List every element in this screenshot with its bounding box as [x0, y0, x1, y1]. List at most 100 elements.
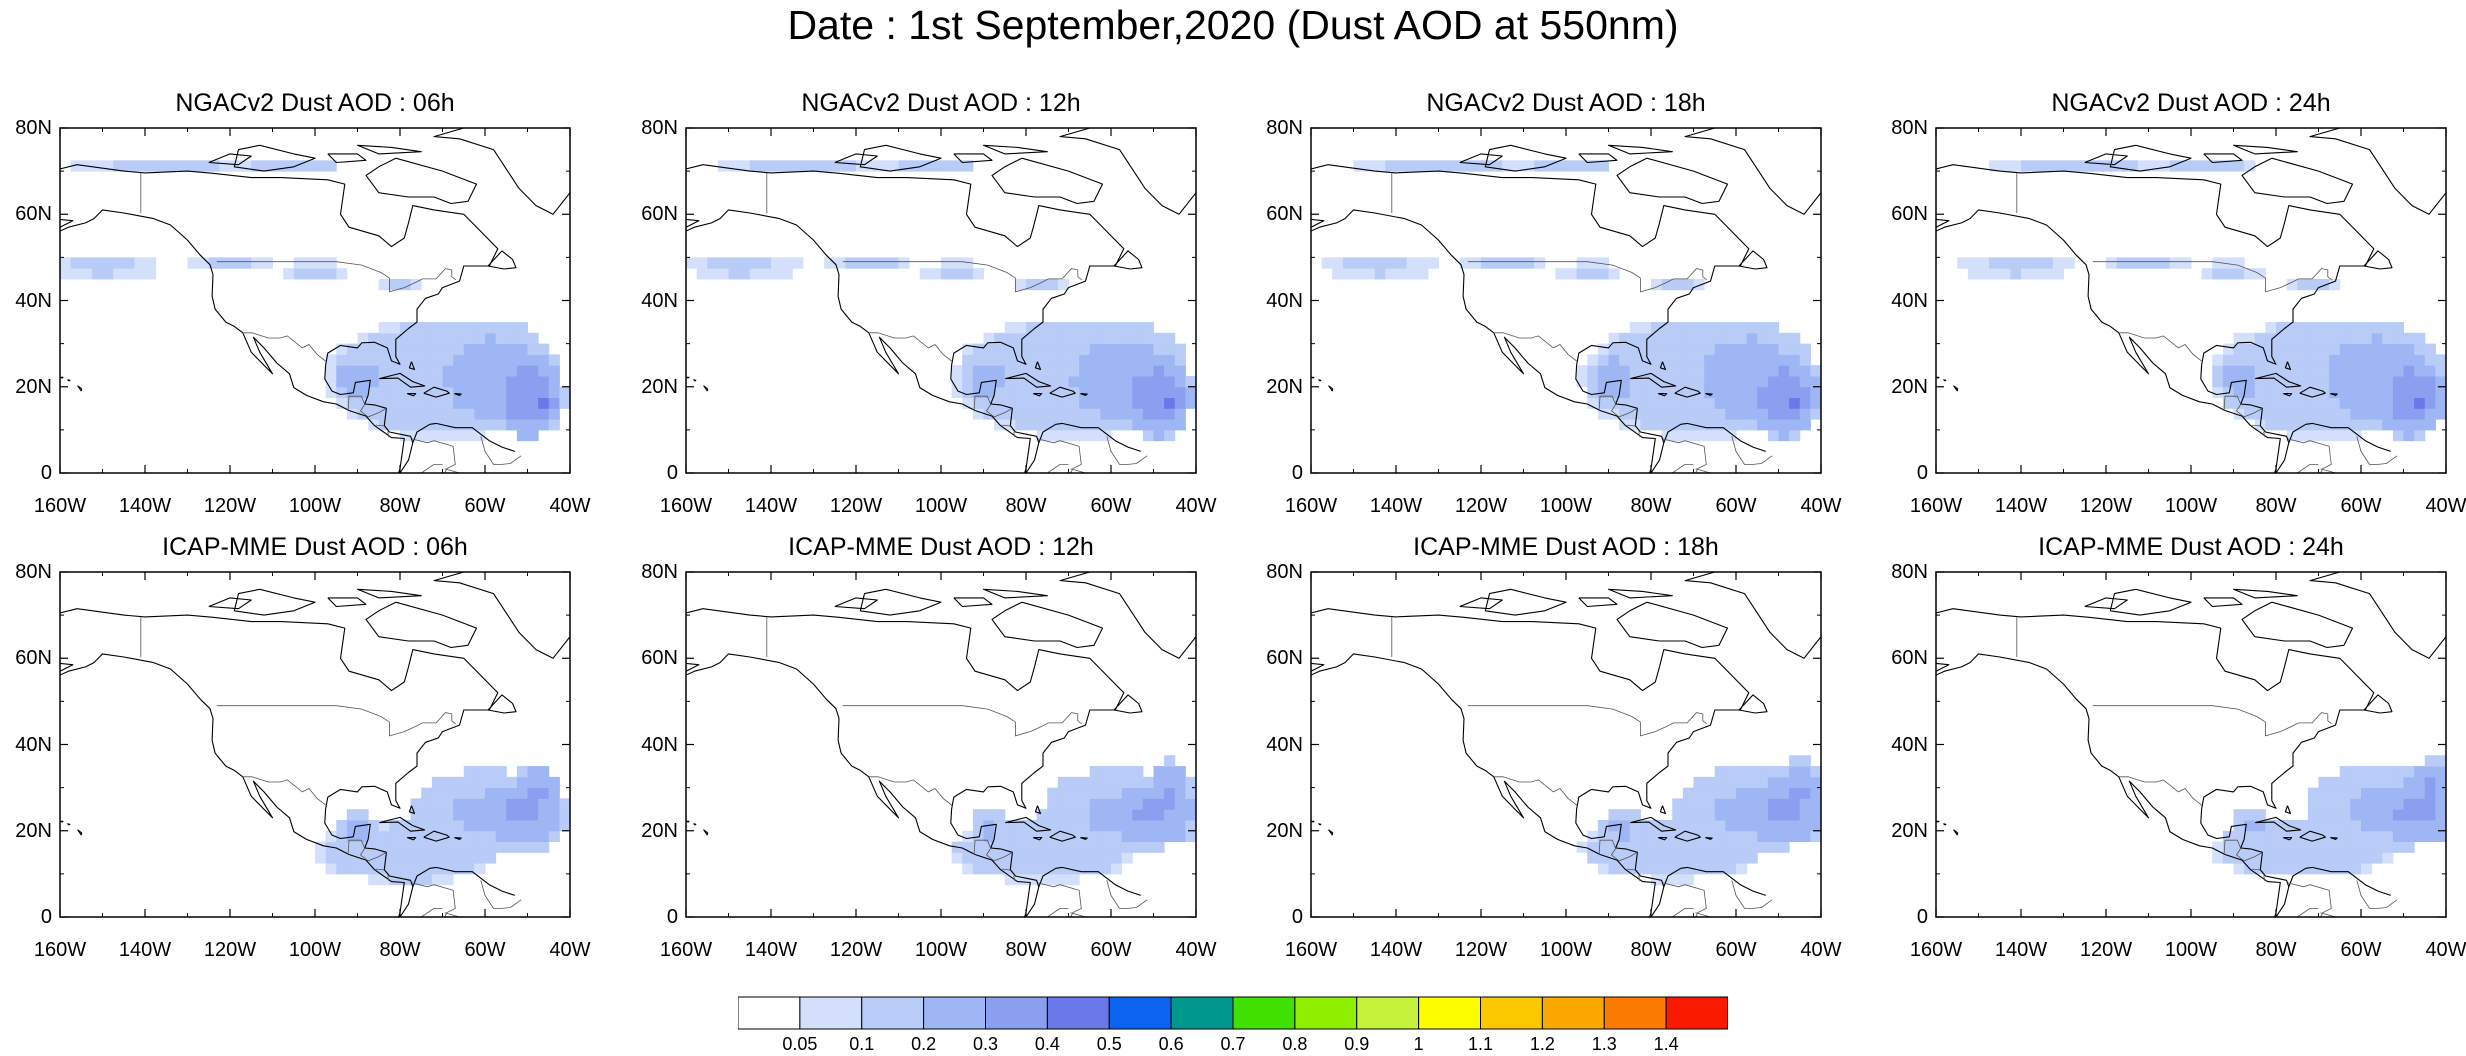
aod-cell — [1079, 332, 1091, 345]
aod-cell — [378, 873, 390, 886]
aod-cell — [463, 429, 475, 442]
aod-cell — [1089, 776, 1101, 789]
aod-cell — [1704, 776, 1716, 789]
aod-cell — [1736, 787, 1748, 799]
aod-cell — [442, 354, 454, 366]
lon-tick-label: 80W — [1005, 939, 1047, 961]
aod-cell — [2361, 322, 2373, 334]
aod-cell — [1079, 419, 1091, 431]
aod-cell — [1725, 365, 1737, 377]
aod-cell — [962, 863, 974, 875]
aod-cell — [1629, 365, 1641, 377]
aod-cell — [1672, 322, 1684, 334]
aod-cell — [1047, 278, 1059, 291]
aod-cell — [2318, 322, 2330, 334]
aod-cell — [240, 160, 252, 172]
aod-cell — [2307, 365, 2320, 377]
panel-title: ICAP-MME Dust AOD : 12h — [788, 533, 1094, 561]
aod-cell — [1682, 852, 1695, 864]
aod-cell — [1121, 365, 1133, 377]
aod-cell — [442, 819, 454, 832]
lon-tick-label: 80W — [2255, 495, 2297, 517]
aod-cell — [1736, 798, 1748, 810]
aod-cell — [516, 343, 529, 355]
aod-cell — [2307, 408, 2320, 420]
lat-tick-label: 0 — [40, 906, 52, 928]
aod-cell — [1608, 863, 1620, 875]
aod-cell — [1047, 841, 1059, 853]
lat-tick-label: 20N — [1891, 819, 1928, 842]
lat-tick-label: 40N — [1891, 289, 1928, 312]
aod-cell — [1164, 386, 1176, 399]
aod-cell — [1799, 798, 1811, 810]
colorbar-box — [799, 996, 863, 1030]
lat-tick-label: 40N — [1266, 733, 1303, 756]
aod-cell — [1672, 343, 1684, 355]
aod-cell — [400, 386, 412, 399]
aod-cell — [2350, 386, 2362, 399]
aod-cell — [1164, 365, 1176, 377]
aod-cell — [1967, 268, 1980, 280]
aod-cell — [2382, 830, 2394, 843]
aod-cell — [1629, 852, 1641, 864]
aod-cell — [1153, 332, 1165, 345]
aod-cell — [1661, 419, 1673, 431]
aod-cell — [346, 397, 359, 409]
aod-cell — [251, 257, 263, 269]
aod-cell — [983, 809, 995, 821]
aod-cell — [2244, 408, 2256, 420]
aod-cell — [1153, 830, 1165, 843]
aod-cell — [1015, 419, 1027, 431]
aod-cell — [2414, 798, 2426, 810]
aod-cell — [1746, 809, 1758, 821]
aod-cell — [538, 354, 550, 366]
aod-cell — [2010, 257, 2022, 269]
aod-cell — [336, 343, 348, 355]
aod-cell — [2361, 375, 2373, 388]
aod-cell — [1079, 809, 1091, 821]
aod-cell — [2254, 386, 2266, 399]
aod-cell — [962, 386, 974, 399]
aod-cell — [516, 819, 529, 832]
aod-cell — [2276, 332, 2288, 345]
aod-cell — [538, 343, 550, 355]
aod-cell — [1789, 397, 1801, 409]
aod-cell — [431, 776, 444, 789]
aod-cell — [474, 354, 486, 366]
aod-cell — [453, 787, 465, 799]
aod-cell — [2212, 268, 2224, 280]
dust-aod-map — [1935, 571, 2447, 918]
aod-cell — [1036, 419, 1048, 431]
aod-cell — [1523, 160, 1535, 172]
aod-cell — [1629, 375, 1641, 388]
aod-cell — [2350, 819, 2362, 832]
aod-cell — [495, 830, 507, 843]
lon-tick-label: 40W — [1800, 495, 1842, 517]
aod-cell — [1682, 332, 1695, 345]
aod-cell — [962, 257, 974, 269]
aod-cell — [453, 332, 465, 345]
aod-cell — [1057, 819, 1070, 832]
aod-cell — [2276, 419, 2288, 431]
aod-cell — [1079, 343, 1091, 355]
aod-cell — [1132, 408, 1144, 420]
aod-cell — [378, 375, 390, 388]
aod-cell — [1725, 354, 1737, 366]
aod-cell — [1778, 408, 1790, 420]
aod-cell — [1406, 257, 1418, 269]
aod-cell — [1047, 332, 1059, 345]
aod-cell — [1746, 798, 1758, 810]
aod-cell — [495, 397, 507, 409]
aod-cell — [1789, 429, 1801, 442]
aod-cell — [442, 863, 454, 875]
aod-cell — [1121, 830, 1133, 843]
aod-cell — [389, 322, 401, 334]
aod-cell — [1757, 322, 1769, 334]
aod-cell — [2254, 375, 2266, 388]
aod-cell — [2286, 841, 2298, 853]
aod-cell — [2382, 809, 2394, 821]
aod-cell — [2382, 419, 2394, 431]
aod-cell — [1661, 354, 1673, 366]
aod-cell — [2361, 798, 2373, 810]
aod-cell — [1640, 322, 1652, 334]
